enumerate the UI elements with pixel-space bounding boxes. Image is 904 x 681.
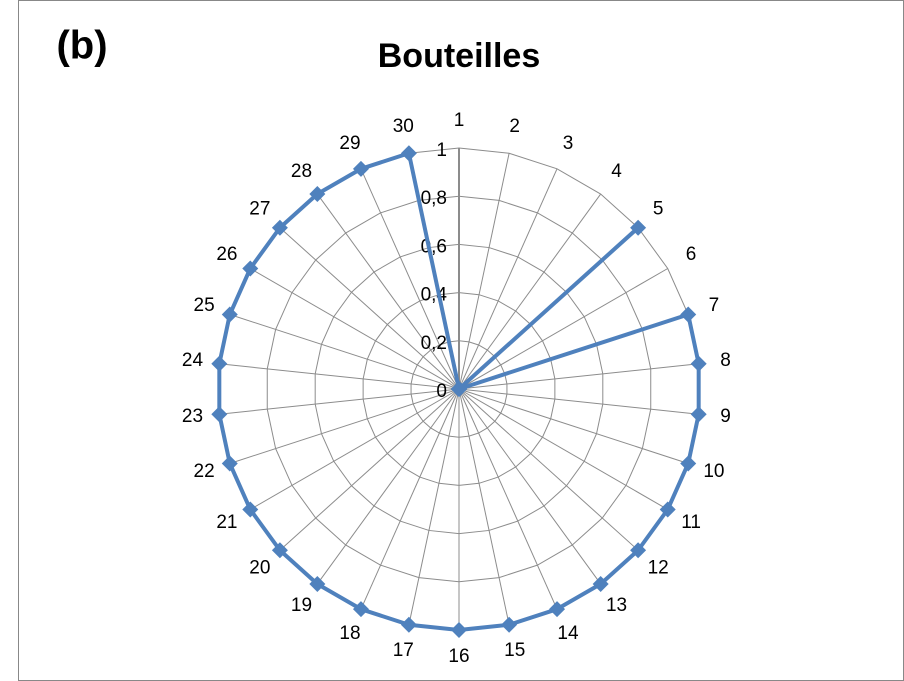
marker — [271, 219, 288, 236]
category-label: 22 — [194, 461, 215, 482]
category-label: 21 — [216, 512, 237, 533]
marker — [451, 381, 467, 397]
marker — [400, 145, 417, 162]
category-label: 15 — [504, 640, 525, 661]
spoke — [250, 268, 460, 390]
marker — [211, 355, 228, 372]
spoke — [219, 363, 460, 390]
category-label: 19 — [291, 595, 312, 616]
marker — [242, 260, 259, 277]
spoke — [458, 388, 558, 610]
spoke — [229, 314, 460, 390]
chart-title: Bouteilles — [378, 37, 540, 75]
marker — [309, 186, 326, 203]
category-label: 26 — [216, 244, 237, 265]
marker — [221, 306, 238, 323]
category-label: 5 — [653, 199, 664, 220]
spoke — [250, 388, 460, 510]
spoke — [279, 227, 460, 390]
category-label: 6 — [686, 244, 697, 265]
chart-frame — [18, 0, 904, 681]
spoke — [279, 388, 460, 551]
r-tick-label: 1 — [436, 140, 447, 161]
category-label: 25 — [194, 295, 215, 316]
marker — [680, 306, 697, 323]
marker — [400, 616, 417, 633]
spoke — [360, 388, 460, 610]
category-label: 10 — [703, 461, 724, 482]
category-label: 7 — [709, 295, 720, 316]
spoke — [458, 388, 602, 585]
category-label: 12 — [648, 557, 669, 578]
marker — [451, 622, 467, 638]
panel-label: (b) — [56, 24, 107, 68]
category-label: 2 — [509, 116, 520, 137]
marker — [242, 501, 259, 518]
spoke — [458, 193, 602, 390]
marker — [352, 160, 369, 177]
marker — [630, 219, 647, 236]
spoke — [316, 388, 460, 585]
spoke — [458, 388, 689, 464]
spoke — [458, 363, 699, 390]
spoke — [219, 388, 460, 415]
category-label: 8 — [720, 350, 731, 371]
spoke — [458, 268, 668, 390]
category-label: 9 — [720, 406, 731, 427]
spoke — [316, 193, 460, 390]
category-label: 28 — [291, 161, 312, 182]
marker — [690, 355, 707, 372]
spoke — [458, 153, 510, 390]
category-label: 14 — [557, 623, 579, 644]
category-label: 23 — [182, 406, 203, 427]
r-tick-label: 0,2 — [421, 333, 447, 354]
category-label: 16 — [448, 646, 469, 667]
marker — [271, 542, 288, 559]
marker — [221, 455, 238, 472]
spoke — [458, 388, 510, 625]
category-label: 1 — [454, 110, 465, 131]
category-label: 29 — [339, 133, 360, 154]
marker — [549, 601, 566, 618]
marker — [592, 575, 609, 592]
spoke — [458, 168, 558, 390]
marker — [659, 501, 676, 518]
marker — [211, 406, 228, 423]
r-tick-label: 0 — [436, 381, 447, 402]
spoke — [360, 168, 460, 390]
plot — [211, 145, 707, 638]
spoke — [229, 388, 460, 464]
category-label: 3 — [563, 133, 574, 154]
marker — [690, 406, 707, 423]
category-label: 13 — [606, 595, 627, 616]
category-label: 30 — [393, 116, 414, 137]
category-label: 24 — [182, 350, 204, 371]
r-tick-label: 0,6 — [421, 236, 447, 257]
spoke — [458, 388, 639, 551]
category-label: 27 — [249, 199, 270, 220]
category-label: 4 — [611, 161, 622, 182]
marker — [630, 542, 647, 559]
category-label: 18 — [339, 623, 360, 644]
r-tick-label: 0,4 — [421, 285, 448, 306]
r-tick-label: 0,8 — [421, 188, 447, 209]
spoke — [458, 388, 699, 415]
series-line — [217, 151, 701, 632]
marker — [309, 575, 326, 592]
category-label: 11 — [681, 512, 701, 533]
spoke — [408, 388, 460, 625]
category-label: 20 — [249, 557, 270, 578]
marker — [501, 616, 518, 633]
category-label: 17 — [393, 640, 414, 661]
spoke — [458, 388, 668, 510]
marker — [680, 455, 697, 472]
marker — [352, 601, 369, 618]
